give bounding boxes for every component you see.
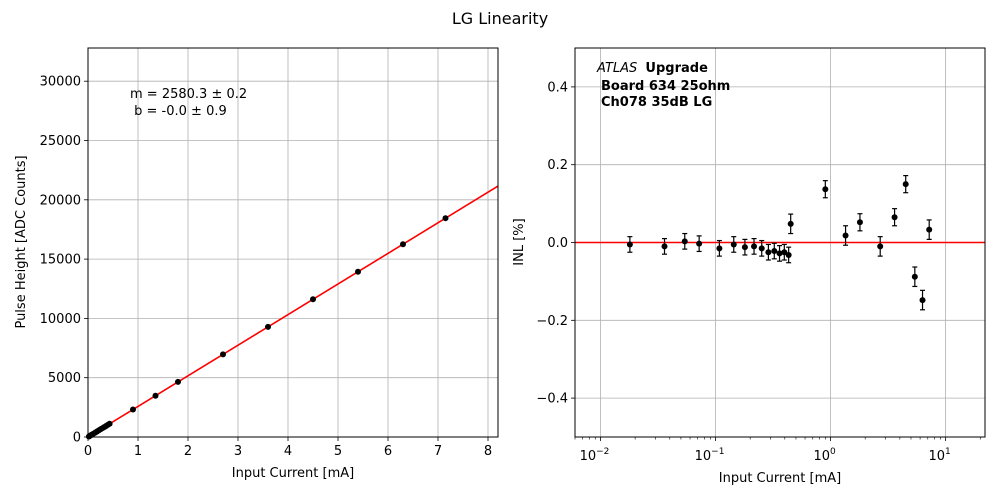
left-y-tick-label: 25000 bbox=[40, 134, 81, 149]
right-panel: 10−2 10−1 100 101−0.4−0.20.00.20.4 ATLAS Up… bbox=[512, 47, 986, 486]
left-y-tick-label: 20000 bbox=[40, 193, 81, 208]
left-plot-frame bbox=[87, 47, 499, 438]
right-marks bbox=[575, 174, 985, 311]
right-ticks: 10−2 10−1 100 101−0.4−0.20.00.20.4 bbox=[536, 80, 981, 464]
right-data-point bbox=[787, 220, 794, 227]
left-x-tick-label: 3 bbox=[234, 444, 242, 459]
right-y-tick-label: 0.2 bbox=[547, 158, 568, 173]
right-data-point bbox=[771, 248, 778, 255]
right-data-point bbox=[776, 250, 783, 257]
right-x-tick-label: 101 bbox=[928, 447, 950, 464]
right-data-point bbox=[781, 249, 788, 256]
left-y-tick-label: 15000 bbox=[40, 253, 81, 268]
left-y-tick-label: 0 bbox=[73, 431, 81, 446]
right-data-point bbox=[751, 243, 758, 250]
left-x-tick-label: 8 bbox=[484, 444, 492, 459]
left-x-axis-label: Input Current [mA] bbox=[232, 466, 354, 481]
right-data-point bbox=[822, 186, 829, 193]
right-x-tick-base: 10 bbox=[695, 449, 712, 464]
right-data-point bbox=[877, 243, 884, 250]
right-data-point bbox=[902, 181, 909, 188]
left-x-tick-label: 2 bbox=[184, 444, 192, 459]
left-data-point bbox=[310, 296, 316, 303]
right-y-tick-label: −0.4 bbox=[536, 392, 568, 407]
right-y-tick-label: 0.4 bbox=[547, 80, 568, 95]
figure-title: LG Linearity bbox=[452, 9, 548, 28]
right-x-tick-exponent: 0 bbox=[830, 447, 836, 457]
left-y-tick-label: 30000 bbox=[40, 75, 81, 90]
right-x-tick-base: 10 bbox=[813, 449, 830, 464]
right-data-point bbox=[911, 273, 918, 280]
left-data-point bbox=[130, 406, 136, 413]
left-x-tick-label: 6 bbox=[384, 444, 392, 459]
right-data-point bbox=[758, 245, 765, 252]
left-y-axis-label: Pulse Height [ADC Counts] bbox=[14, 155, 29, 328]
left-x-tick-label: 4 bbox=[284, 444, 292, 459]
right-data-point bbox=[765, 249, 772, 256]
legend-board-label: Board 634 25ohm bbox=[601, 79, 730, 94]
right-data-point bbox=[716, 245, 723, 252]
left-panel: 0 1 2 3 4 5 6 7 8050001000015000200002500030000 … bbox=[14, 47, 499, 481]
left-data-point bbox=[106, 420, 113, 427]
left-x-tick-label: 5 bbox=[334, 444, 342, 459]
left-y-tick-label: 5000 bbox=[48, 371, 81, 386]
left-annotation-slope: m = 2580.3 ± 0.2 bbox=[130, 87, 247, 102]
right-data-point bbox=[730, 241, 737, 248]
right-y-tick-label: −0.2 bbox=[536, 314, 568, 329]
right-data-point bbox=[919, 297, 926, 304]
left-x-tick-label: 1 bbox=[134, 444, 142, 459]
legend-atlas-label: ATLAS bbox=[596, 61, 637, 76]
right-data-point bbox=[626, 241, 633, 248]
legend-channel-label: Ch078 35dB LG bbox=[601, 95, 712, 110]
left-data-point bbox=[175, 378, 181, 385]
legend-atlas-line: ATLAS Upgrade bbox=[596, 61, 708, 76]
left-x-tick-label: 7 bbox=[434, 444, 442, 459]
left-x-tick-label: 0 bbox=[84, 444, 92, 459]
right-data-point bbox=[891, 214, 898, 221]
right-x-tick-label: 10−2 bbox=[580, 447, 610, 464]
right-data-point bbox=[856, 219, 863, 226]
right-x-tick-base: 10 bbox=[580, 449, 597, 464]
legend-upgrade-label: Upgrade bbox=[645, 61, 708, 76]
right-x-tick-exponent: −1 bbox=[711, 447, 724, 457]
left-data-point bbox=[400, 241, 406, 248]
right-x-tick-label: 10−1 bbox=[695, 447, 725, 464]
left-data-point bbox=[265, 323, 271, 330]
left-data-point bbox=[220, 351, 226, 358]
right-data-point bbox=[926, 226, 933, 233]
left-ticks: 0 1 2 3 4 5 6 7 8 0 5000 10000 15000 20000 25000 30000 bbox=[40, 75, 493, 459]
right-y-axis-label: INL [%] bbox=[512, 218, 527, 265]
left-data-point bbox=[355, 268, 361, 275]
left-annotation-intercept: b = -0.0 ± 0.9 bbox=[130, 104, 227, 119]
right-x-tick-label: 100 bbox=[813, 447, 836, 464]
left-data-point bbox=[442, 215, 449, 222]
right-data-point bbox=[785, 251, 792, 258]
right-x-tick-exponent: −2 bbox=[596, 447, 609, 457]
left-data-point bbox=[152, 392, 159, 399]
right-data-point bbox=[741, 244, 748, 251]
left-y-tick-label: 10000 bbox=[40, 312, 81, 327]
right-y-tick-label: 0.0 bbox=[547, 236, 568, 251]
right-x-tick-exponent: 1 bbox=[945, 447, 951, 457]
right-x-tick-base: 10 bbox=[928, 449, 945, 464]
left-plot-area bbox=[88, 48, 498, 437]
right-data-point bbox=[681, 238, 688, 245]
right-data-point bbox=[696, 240, 703, 247]
right-data-point bbox=[661, 243, 668, 250]
right-x-axis-label: Input Current [mA] bbox=[719, 471, 841, 486]
right-data-point bbox=[842, 232, 849, 239]
